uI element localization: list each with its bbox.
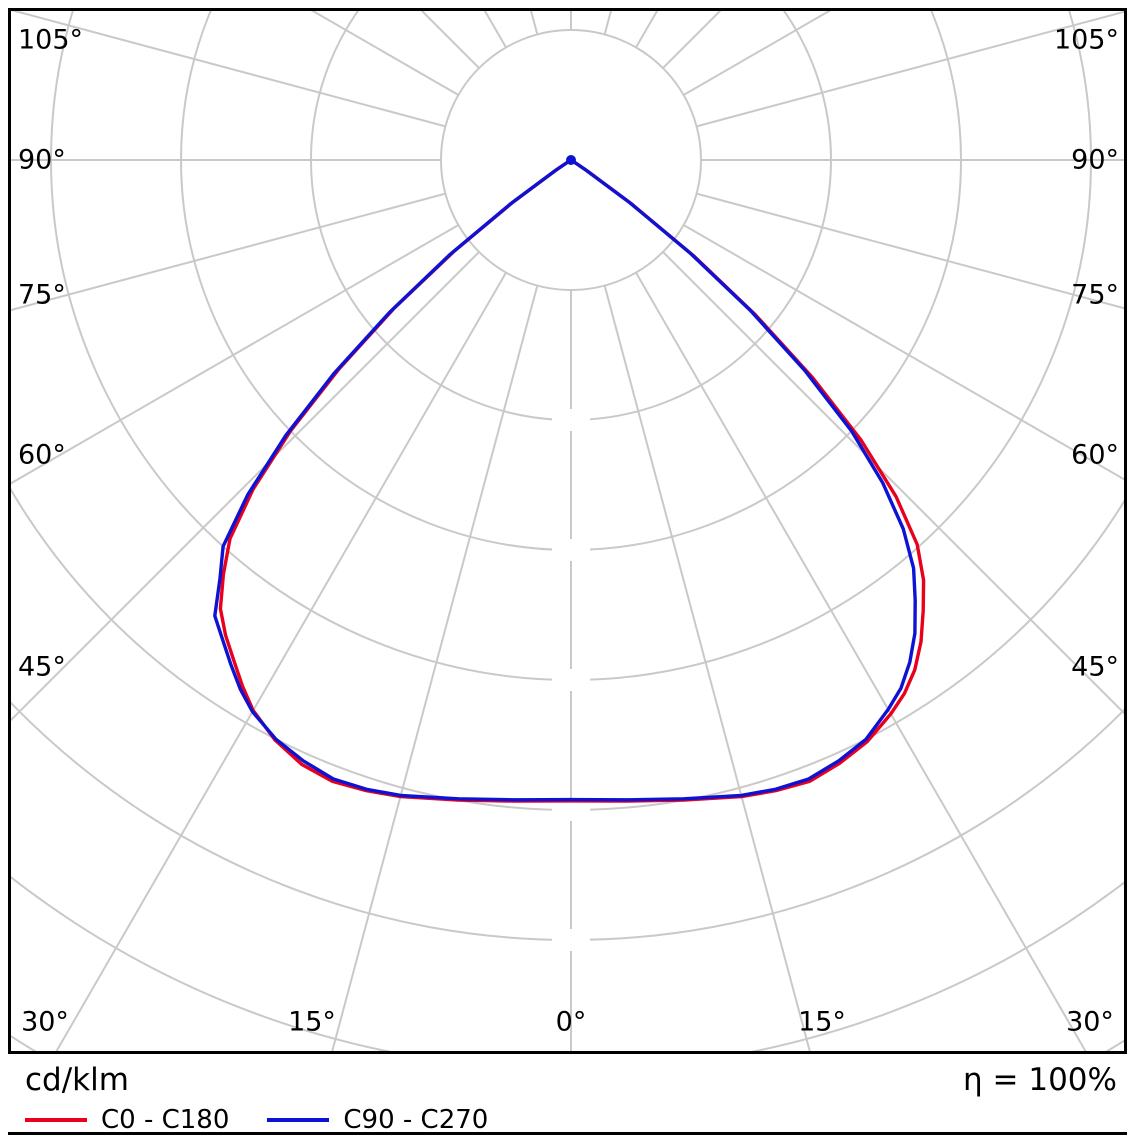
angle-label-left-90: 90° [18, 144, 66, 176]
grid-radial-line [11, 11, 446, 128]
angle-label-bottom-0: 0° [555, 1006, 587, 1038]
polar-chart-svg [11, 11, 1124, 1051]
radial-tick-box [552, 539, 590, 561]
angle-label-bottom-30l: 30° [21, 1006, 69, 1038]
legend-line-blue [267, 1118, 330, 1122]
legend-line-red [25, 1118, 87, 1122]
bottom-rule [8, 1132, 1127, 1135]
legend-label: C90 - C270 [343, 1105, 489, 1135]
legend-label: C0 - C180 [101, 1105, 230, 1135]
angle-label-bottom-15l: 15° [288, 1006, 336, 1038]
angle-label-bottom-15r: 15° [798, 1006, 846, 1038]
grid-circle [11, 875, 1124, 1051]
angle-label-left-105: 105° [18, 24, 84, 56]
radial-tick-box [552, 669, 590, 691]
unit-label: cd/klm [25, 1062, 129, 1098]
grid-radial-line [55, 272, 507, 1051]
grid-radial-line [696, 11, 1124, 128]
legend: C0 - C180 C90 - C270 [25, 1103, 488, 1137]
grid-radial-line [11, 251, 480, 722]
grid-radial-line [662, 251, 1124, 715]
grid-radial-line [635, 272, 1087, 1051]
angle-label-bottom-30r: 30° [1066, 1006, 1114, 1038]
angle-label-right-90: 90° [1071, 144, 1119, 176]
angle-label-left-75: 75° [18, 279, 66, 311]
legend-item-c0-c180: C0 - C180 [25, 1105, 229, 1135]
grid-radial-line [683, 224, 1124, 481]
curve-C90-C270 [213, 159, 917, 802]
angle-label-right-60: 60° [1071, 439, 1119, 471]
legend-item-c90-c270: C90 - C270 [267, 1105, 488, 1135]
origin-marker [566, 155, 576, 165]
grid-radial-line [530, 11, 539, 35]
efficiency-label: η = 100% [963, 1062, 1117, 1098]
angle-label-left-60: 60° [18, 439, 66, 471]
chart-frame [8, 8, 1127, 1054]
radial-tick-box [552, 409, 590, 431]
grid-radial-line [11, 192, 446, 312]
angle-label-right-105: 105° [1053, 24, 1119, 56]
angle-label-right-75: 75° [1071, 279, 1119, 311]
grid-radial-line [635, 11, 659, 48]
angle-label-left-45: 45° [18, 651, 66, 683]
radial-tick-box [552, 799, 590, 821]
angle-label-right-45: 45° [1071, 651, 1119, 683]
grid-radial-line [696, 192, 1124, 310]
grid-radial-line [603, 285, 811, 1051]
grid-radial-line [11, 224, 459, 485]
grid-radial-line [331, 285, 539, 1051]
grid-radial-line [603, 11, 612, 35]
grid-circle [11, 1035, 1124, 1051]
radial-tick-box [552, 929, 590, 951]
